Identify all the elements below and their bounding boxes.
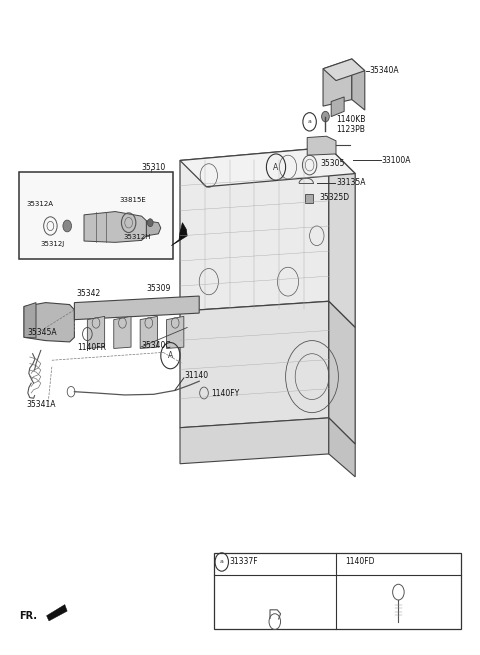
Polygon shape xyxy=(214,553,461,629)
Polygon shape xyxy=(329,418,355,477)
Polygon shape xyxy=(114,316,131,348)
Circle shape xyxy=(322,111,329,122)
Text: A: A xyxy=(168,351,173,360)
Text: a: a xyxy=(220,559,224,565)
Text: 35310: 35310 xyxy=(142,162,166,172)
Polygon shape xyxy=(167,316,184,348)
Text: 35309: 35309 xyxy=(146,284,171,293)
Polygon shape xyxy=(180,301,329,428)
Text: 35312H: 35312H xyxy=(124,234,151,240)
Text: 35340A: 35340A xyxy=(370,66,399,75)
Text: 35312A: 35312A xyxy=(26,201,53,208)
Text: 33135A: 33135A xyxy=(336,178,365,187)
Text: 31140: 31140 xyxy=(185,371,209,380)
Text: 31337F: 31337F xyxy=(229,557,258,567)
Polygon shape xyxy=(305,194,313,203)
Polygon shape xyxy=(140,316,157,348)
Text: 35305: 35305 xyxy=(321,159,345,168)
Polygon shape xyxy=(352,59,365,110)
Text: 35341A: 35341A xyxy=(26,400,56,409)
Polygon shape xyxy=(19,172,173,259)
Text: 1140FR: 1140FR xyxy=(77,343,106,352)
Polygon shape xyxy=(329,147,355,328)
Text: 1140KB: 1140KB xyxy=(336,115,365,124)
Polygon shape xyxy=(84,212,146,242)
Text: 35342: 35342 xyxy=(77,289,101,298)
Text: 33815E: 33815E xyxy=(119,196,146,203)
Text: 33100A: 33100A xyxy=(382,156,411,165)
Text: 35325D: 35325D xyxy=(319,193,349,202)
Text: 35345A: 35345A xyxy=(27,328,57,337)
Polygon shape xyxy=(24,303,74,342)
Text: 1123PB: 1123PB xyxy=(336,125,365,134)
Text: 35340C: 35340C xyxy=(142,341,171,350)
Polygon shape xyxy=(307,136,336,155)
Polygon shape xyxy=(331,97,344,117)
Polygon shape xyxy=(180,147,355,187)
Text: A: A xyxy=(274,162,278,172)
Polygon shape xyxy=(171,223,187,246)
Polygon shape xyxy=(146,221,161,236)
Polygon shape xyxy=(24,303,36,338)
Text: 1140FD: 1140FD xyxy=(346,557,375,567)
Circle shape xyxy=(63,220,72,232)
Polygon shape xyxy=(323,59,365,81)
Polygon shape xyxy=(180,147,329,311)
Polygon shape xyxy=(329,301,355,444)
Polygon shape xyxy=(74,296,199,320)
Polygon shape xyxy=(180,418,329,464)
Circle shape xyxy=(147,219,153,227)
Text: 35312J: 35312J xyxy=(41,241,65,248)
Polygon shape xyxy=(323,59,352,106)
Polygon shape xyxy=(87,316,105,348)
Text: 1140FY: 1140FY xyxy=(211,388,240,398)
Text: FR.: FR. xyxy=(19,610,37,621)
Text: a: a xyxy=(308,119,312,124)
Polygon shape xyxy=(47,605,67,621)
